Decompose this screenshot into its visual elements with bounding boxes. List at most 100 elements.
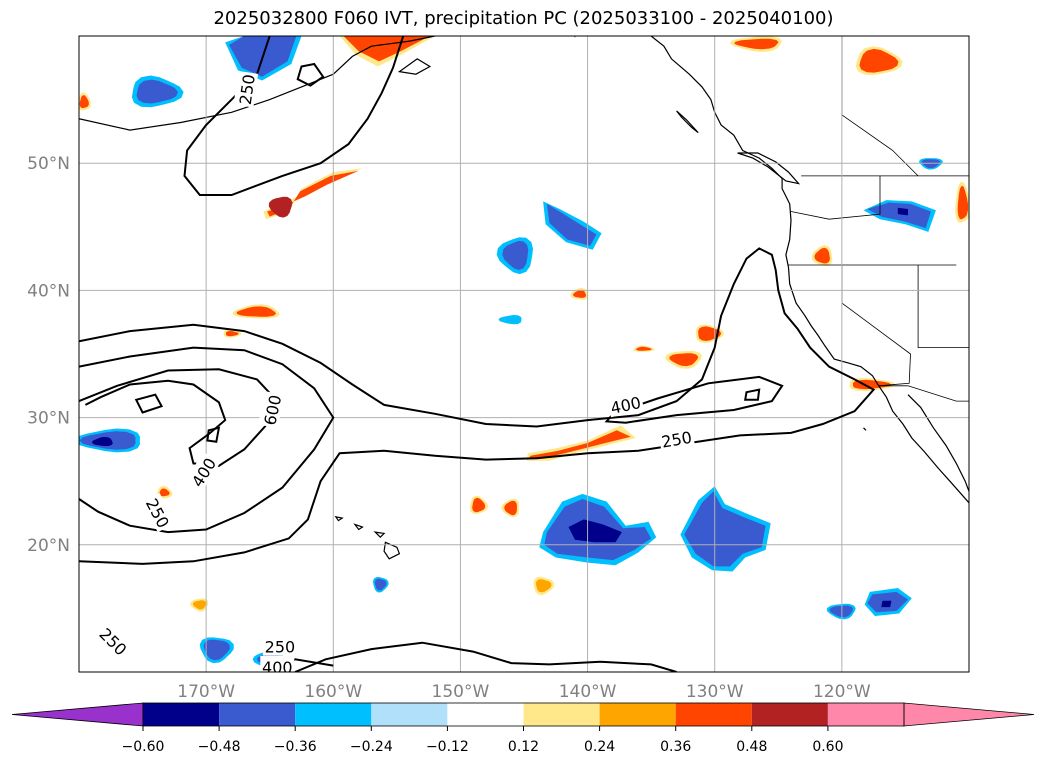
- coast-kodiak: [397, 58, 432, 75]
- colorbar-tick-label: −0.36: [274, 739, 317, 755]
- colorbar-tick-label: 0.24: [584, 739, 615, 755]
- lat-tick-label: 50°N: [27, 154, 70, 174]
- colorbar: −0.60 −0.48 −0.36 −0.24 −0.12 0.12 0.24 0.36 0.4…: [11, 702, 1035, 755]
- svg-text:250: 250: [265, 638, 296, 657]
- pos-blob-east-1: [665, 350, 703, 369]
- neg-blob-central: [539, 493, 657, 566]
- pos-blob-w-2: [79, 92, 91, 111]
- contour-label: 600: [258, 391, 285, 429]
- pos-blob-ca: [811, 245, 833, 266]
- colorbar-segment: [523, 703, 600, 726]
- colorbar-segment: [827, 703, 904, 726]
- colorbar-segment: [371, 703, 448, 726]
- lat-tick-label: 20°N: [27, 536, 70, 556]
- pos-blob-gulf: [263, 168, 363, 220]
- neg-blob-south-4: [372, 577, 389, 593]
- lon-tick-label: 160°W: [304, 682, 362, 702]
- contour-label: 250: [233, 71, 259, 108]
- colorbar-segment: [599, 703, 676, 726]
- coast-hawaii-kauai: [334, 515, 344, 522]
- coast-baja-islands: [863, 427, 867, 431]
- neg-blob-bc: [919, 158, 943, 170]
- colorbar-tick-label: −0.24: [350, 739, 393, 755]
- pos-blob-mid-w2: [223, 329, 242, 338]
- contour-label: 250: [262, 635, 297, 657]
- contour-label: 250: [94, 621, 134, 660]
- ivt-contours: [79, 36, 876, 672]
- lon-tick-label: 130°W: [686, 682, 744, 702]
- ivt-400-main: [79, 346, 335, 534]
- svg-text:250: 250: [236, 73, 259, 106]
- coast-north-america: [650, 36, 969, 504]
- neg-blob-hawaii-west: [79, 428, 140, 453]
- longitude-tick-labels: 170°W 160°W 150°W 140°W 130°W 120°W: [177, 682, 871, 702]
- lon-tick-label: 150°W: [432, 682, 490, 702]
- neg-blob-west-coast: [863, 200, 936, 232]
- neg-blob-offshore: [543, 201, 602, 250]
- pos-blob-w-3: [190, 598, 209, 612]
- pos-blob-w-4: [469, 495, 488, 514]
- ivt-ring-sw: [134, 393, 164, 414]
- neg-blob-offshore-2: [496, 237, 533, 275]
- border-nv-az: [917, 265, 969, 348]
- border-us-mexico: [878, 385, 969, 402]
- neg-blob-mid: [498, 315, 522, 325]
- coast-alaska: [79, 36, 436, 131]
- coast-vancouver-island: [737, 152, 801, 185]
- colorbar-segment: [447, 703, 524, 726]
- pos-blob-ne-1: [855, 46, 903, 76]
- coast-hawaii-oahu: [353, 523, 364, 531]
- colorbar-segment: [751, 703, 828, 726]
- colorbar-segment: [295, 703, 372, 726]
- pos-blob-mid-3: [633, 345, 655, 352]
- ivt-600-inner: [79, 368, 276, 467]
- neg-blob-east: [864, 588, 912, 616]
- coast-haida-gwaii: [676, 110, 699, 134]
- svg-text:250: 250: [95, 624, 130, 659]
- lat-tick-label: 30°N: [27, 409, 70, 429]
- border-ca-nv: [841, 265, 911, 387]
- colorbar-tick-label: 0.48: [736, 739, 767, 755]
- colorbar-tick-label: 0.60: [812, 739, 843, 755]
- ivt-250-nw: [183, 36, 405, 196]
- svg-text:400: 400: [262, 658, 293, 677]
- coastlines: [79, 36, 969, 560]
- pos-blob-mid-w: [232, 304, 280, 319]
- coast-hawaii-maui: [373, 531, 386, 539]
- contour-label: 250: [657, 425, 695, 452]
- neg-blob-south-central: [680, 486, 771, 572]
- map-title: 2025032800 F060 IVT, precipitation PC (2…: [213, 8, 834, 29]
- coast-hawaii-big: [383, 541, 401, 560]
- colorbar-tick-label: 0.12: [508, 739, 539, 755]
- lat-tick-label: 40°N: [27, 281, 70, 301]
- ivt-250-main: [79, 247, 876, 565]
- colorbar-tick-label: −0.60: [122, 739, 165, 755]
- ivt-400-subtropic: [604, 375, 784, 424]
- lon-tick-label: 170°W: [177, 682, 235, 702]
- colorbar-tick-label: 0.36: [660, 739, 691, 755]
- colorbar-segment: [143, 703, 220, 726]
- colorbar-segment: [675, 703, 752, 726]
- ivt-250-south: [294, 641, 677, 672]
- ivt-ring-east: [744, 388, 761, 401]
- neg-blob-south-3: [826, 603, 856, 620]
- map-frame: [78, 35, 970, 673]
- lon-tick-label: 120°W: [813, 682, 871, 702]
- svg-text:250: 250: [660, 428, 693, 452]
- colorbar-tick-label: −0.48: [198, 739, 241, 755]
- ivt-ring-sw-2: [206, 426, 221, 443]
- contour-label: 400: [185, 452, 221, 492]
- colorbar-under-arrow: [11, 702, 144, 727]
- contour-label: 400: [260, 655, 295, 677]
- colorbar-over-arrow: [903, 702, 1035, 727]
- border-wa-or: [790, 175, 881, 220]
- neg-blob-nw-2: [131, 75, 184, 108]
- coast-gulf-california: [907, 394, 969, 492]
- pos-blob-mid-2: [570, 287, 589, 300]
- colorbar-tick-label: −0.12: [426, 739, 469, 755]
- pos-blob-subtropic: [526, 425, 636, 461]
- pos-blob-ne-3: [955, 181, 969, 223]
